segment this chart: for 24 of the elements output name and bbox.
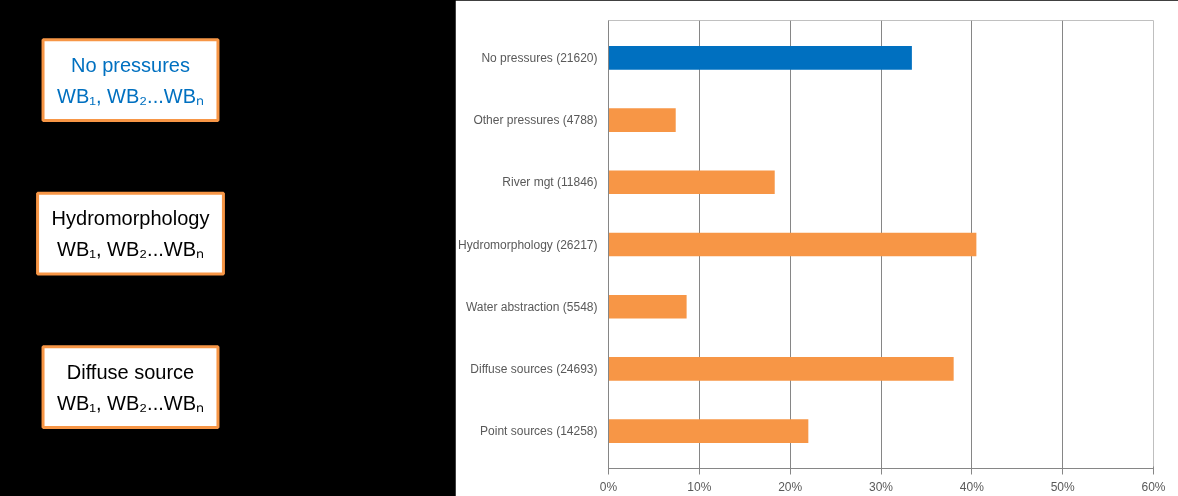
x-tick-label: 50% — [1050, 479, 1076, 494]
x-tick-label: 30% — [868, 479, 894, 494]
bar — [608, 357, 954, 381]
x-tick-label: 20% — [778, 479, 803, 494]
y-tick-label: Point sources (14258) — [480, 424, 598, 439]
bar — [608, 46, 912, 70]
x-tick-label: 40% — [959, 479, 985, 494]
bar — [608, 170, 775, 195]
x-tick-label: 60% — [1141, 479, 1166, 494]
text: Diffuse source WB₁, WB₂...WBₙ — [57, 360, 204, 414]
text: No pressures WB₁, WB₂...WBₙ — [57, 53, 204, 107]
bar — [608, 232, 977, 257]
bar — [608, 108, 676, 132]
y-tick-label: Water abstraction (5548) — [465, 299, 598, 314]
bar — [608, 419, 809, 443]
x-tick-label: 0% — [599, 479, 618, 494]
y-tick-label: Other pressures (4788) — [473, 113, 598, 128]
y-tick-label: Diffuse sources (24693) — [470, 361, 598, 376]
y-tick-label: Hydromorphology (26217) — [458, 237, 598, 252]
y-tick-label: No pressures (21620) — [481, 50, 598, 65]
y-tick-label: River mgt (11846) — [502, 175, 598, 190]
bar — [608, 294, 687, 319]
x-tick-label: 10% — [687, 479, 712, 494]
text: Hydromorphology WB₁, WB₂...WBₙ — [51, 207, 210, 261]
